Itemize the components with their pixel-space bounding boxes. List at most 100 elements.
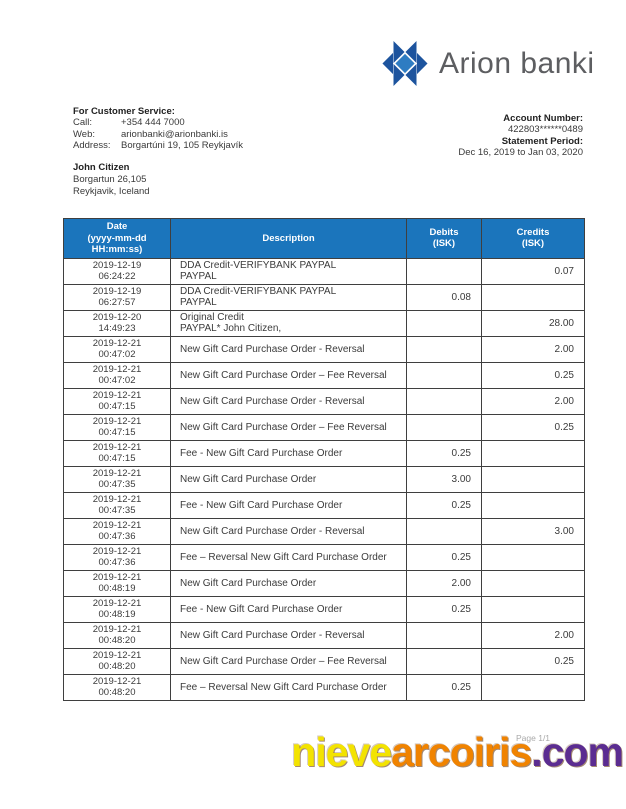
contact-call-row: Call: +354 444 7000 (73, 117, 243, 128)
address-label: Address: (73, 140, 111, 152)
cell-time: 00:47:15 (98, 401, 136, 412)
cell-time: 00:47:35 (98, 505, 136, 516)
cell-credit (481, 595, 585, 623)
cell-date: 2019-12-21 (92, 676, 142, 687)
table-row: 2019-12-19 06:27:57 DDA Credit-VERIFYBAN… (63, 283, 585, 311)
account-holder-block: John Citizen Borgartun 26,105 Reykjavik,… (73, 162, 150, 197)
cell-debit (406, 361, 482, 389)
table-row: 2019-12-21 00:48:20 New Gift Card Purcha… (63, 621, 585, 649)
cell-credit: 2.00 (481, 387, 585, 415)
cell-debit (406, 647, 482, 675)
cell-description: Fee - New Gift Card Purchase Order (170, 439, 407, 467)
cell-credit: 2.00 (481, 335, 585, 363)
cell-description: New Gift Card Purchase Order - Reversal (170, 621, 407, 649)
cell-time: 00:47:36 (98, 557, 136, 568)
cell-time: 00:47:15 (98, 453, 136, 464)
cell-description: New Gift Card Purchase Order (170, 465, 407, 493)
table-row: 2019-12-21 00:48:19 New Gift Card Purcha… (63, 569, 585, 597)
watermark-part2: arcoiris (391, 729, 532, 775)
watermark-part3: .com (531, 729, 624, 775)
cell-time: 00:48:20 (98, 635, 136, 646)
cell-credit (481, 491, 585, 519)
cell-date: 2019-12-21 (92, 650, 142, 661)
table-row: 2019-12-21 00:48:20 Fee – Reversal New G… (63, 673, 585, 701)
table-row: 2019-12-19 06:24:22 DDA Credit-VERIFYBAN… (63, 257, 585, 285)
table-row: 2019-12-21 00:47:02 New Gift Card Purcha… (63, 361, 585, 389)
cell-credit: 28.00 (481, 309, 585, 337)
cell-description: Original Credit PAYPAL* John Citizen, (170, 309, 407, 337)
contact-web-row: Web: arionbanki@arionbanki.is (73, 129, 243, 140)
cell-debit: 0.25 (406, 439, 482, 467)
cell-description: Fee – Reversal New Gift Card Purchase Or… (170, 543, 407, 571)
cell-date: 2019-12-20 (92, 312, 142, 323)
watermark-part1: nieve (291, 729, 392, 775)
cell-date: 2019-12-21 (92, 520, 142, 531)
cell-credit (481, 543, 585, 571)
cell-credit: 2.00 (481, 621, 585, 649)
cell-date: 2019-12-21 (92, 572, 142, 583)
table-row: 2019-12-21 00:48:20 New Gift Card Purcha… (63, 647, 585, 675)
table-row: 2019-12-21 00:48:19 Fee - New Gift Card … (63, 595, 585, 623)
cell-time: 06:27:57 (98, 297, 136, 308)
cell-time: 00:47:15 (98, 427, 136, 438)
cell-time: 00:48:19 (98, 583, 136, 594)
cell-date: 2019-12-21 (92, 364, 142, 375)
cell-date: 2019-12-21 (92, 390, 142, 401)
cell-debit: 0.08 (406, 283, 482, 311)
col-header-description: Description (170, 218, 407, 259)
cell-credit: 0.07 (481, 257, 585, 285)
account-number-value: 422803******0489 (507, 124, 583, 136)
col-header-date: Date (yyyy-mm-dd HH:mm:ss) (63, 218, 171, 259)
cell-date: 2019-12-21 (92, 598, 142, 609)
table-row: 2019-12-21 00:47:15 New Gift Card Purcha… (63, 387, 585, 415)
cell-credit: 0.25 (481, 413, 585, 441)
transactions-table: Date (yyyy-mm-dd HH:mm:ss) Description D… (63, 218, 585, 701)
cell-debit: 2.00 (406, 569, 482, 597)
brand-logo: Arion banki (382, 40, 595, 87)
cell-date: 2019-12-19 (92, 286, 142, 297)
table-row: 2019-12-21 00:47:15 Fee - New Gift Card … (63, 439, 585, 467)
cell-debit (406, 309, 482, 337)
cell-time: 00:47:35 (98, 479, 136, 490)
cell-time: 06:24:22 (98, 271, 136, 282)
cell-time: 00:48:20 (98, 661, 136, 672)
cell-credit (481, 569, 585, 597)
cell-description: New Gift Card Purchase Order (170, 569, 407, 597)
page-number: Page 1/1 (516, 733, 551, 743)
col-header-credits: Credits (ISK) (481, 218, 585, 259)
cell-credit (481, 673, 585, 701)
table-header-row: Date (yyyy-mm-dd HH:mm:ss) Description D… (63, 218, 585, 259)
cell-date: 2019-12-21 (92, 624, 142, 635)
table-row: 2019-12-20 14:49:23 Original Credit PAYP… (63, 309, 585, 337)
account-holder-address2: Reykjavik, Iceland (73, 185, 150, 197)
cell-description: DDA Credit-VERIFYBANK PAYPAL PAYPAL (170, 283, 407, 311)
cell-time: 00:48:19 (98, 609, 136, 620)
cell-description: New Gift Card Purchase Order - Reversal (170, 517, 407, 545)
cell-description: New Gift Card Purchase Order - Reversal (170, 387, 407, 415)
cell-time: 00:47:02 (98, 349, 136, 360)
cell-time: 00:48:20 (98, 687, 136, 698)
customer-service-heading: For Customer Service: (73, 106, 175, 117)
statement-period-label: Statement Period: (501, 135, 583, 147)
cell-credit (481, 283, 585, 311)
cell-debit (406, 413, 482, 441)
table-row: 2019-12-21 00:47:36 New Gift Card Purcha… (63, 517, 585, 545)
account-holder-name: John Citizen (73, 162, 130, 173)
cell-date: 2019-12-21 (92, 338, 142, 349)
table-row: 2019-12-21 00:47:02 New Gift Card Purcha… (63, 335, 585, 363)
web-label: Web: (73, 128, 96, 140)
cell-debit: 0.25 (406, 673, 482, 701)
cell-credit (481, 439, 585, 467)
watermark: nievearcoiris.com (291, 729, 624, 776)
cell-description: Fee - New Gift Card Purchase Order (170, 595, 407, 623)
contact-address-row: Address: Borgartúni 19, 105 Reykjavík (73, 140, 243, 151)
table-row: 2019-12-21 00:47:36 Fee – Reversal New G… (63, 543, 585, 571)
cell-date: 2019-12-21 (92, 546, 142, 557)
cell-credit: 3.00 (481, 517, 585, 545)
cell-debit: 0.25 (406, 543, 482, 571)
call-value: +354 444 7000 (121, 117, 185, 129)
call-label: Call: (73, 117, 93, 129)
cell-date: 2019-12-21 (92, 468, 142, 479)
table-row: 2019-12-21 00:47:15 New Gift Card Purcha… (63, 413, 585, 441)
